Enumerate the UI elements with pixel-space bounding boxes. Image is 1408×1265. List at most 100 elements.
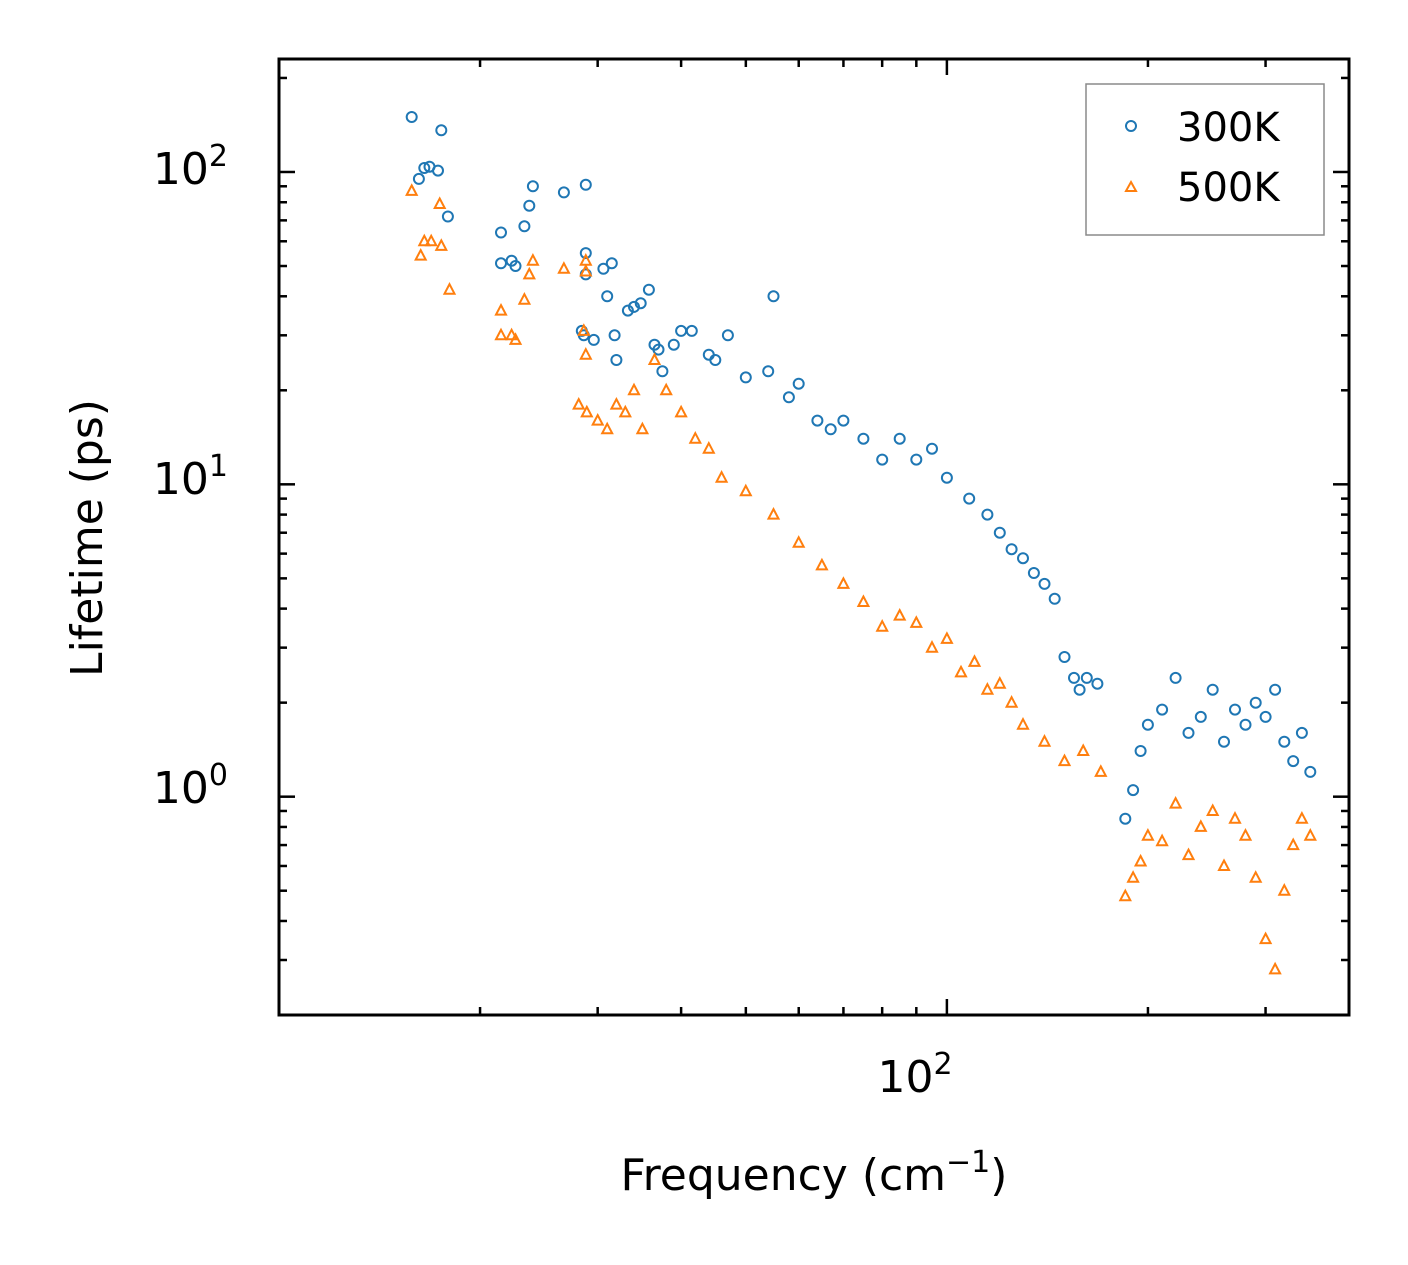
plot-frame: [277, 57, 1351, 1017]
data-point-300k: [721, 329, 734, 342]
data-point-300k: [557, 186, 570, 199]
data-point-500k: [967, 654, 982, 667]
data-point-300k: [993, 526, 1006, 539]
data-point-300k: [579, 247, 592, 260]
data-point-500k: [1094, 764, 1108, 777]
data-point-300k: [1287, 755, 1300, 768]
data-point-300k: [1182, 726, 1195, 739]
scatter-points: [405, 111, 1317, 975]
data-point-300k: [1091, 677, 1104, 690]
data-point-300k: [1249, 696, 1262, 709]
data-point-300k: [523, 199, 536, 212]
data-point-300k: [837, 414, 850, 427]
data-point-500k: [792, 535, 806, 548]
data-point-300k: [1156, 703, 1169, 716]
y-tick-label-1: 100: [153, 758, 228, 814]
data-point-300k: [526, 180, 539, 193]
data-point-300k: [418, 162, 431, 174]
data-point-500k: [1238, 828, 1253, 841]
data-point-500k: [714, 470, 729, 483]
data-point-500k: [1037, 734, 1052, 747]
data-point-500k: [557, 261, 571, 274]
data-point-500k: [405, 183, 419, 196]
data-point-300k: [610, 354, 623, 366]
data-point-500k: [417, 233, 431, 247]
data-point-300k: [1206, 683, 1219, 696]
data-point-300k: [782, 391, 795, 404]
x-axis-label: Frequency (cm−1): [621, 1145, 1008, 1201]
data-point-300k: [824, 423, 837, 436]
data-point-300k: [1269, 683, 1282, 696]
data-point-500k: [940, 631, 954, 644]
data-point-500k: [414, 247, 428, 261]
data-point-300k: [587, 333, 600, 346]
data-point-300k: [597, 262, 610, 275]
data-point-300k: [1169, 671, 1182, 684]
legend-marker-500k: [1124, 179, 1138, 192]
y-tick-label-10: 101: [153, 449, 228, 505]
data-point-300k: [1259, 710, 1272, 723]
data-point-500k: [739, 483, 753, 497]
data-point-300k: [685, 324, 698, 337]
data-point-500k: [1181, 847, 1196, 861]
data-point-300k: [579, 178, 592, 191]
data-point-500k: [1168, 795, 1183, 809]
series-300k: [405, 111, 1317, 825]
data-point-500k: [1016, 717, 1030, 730]
data-point-300k: [642, 283, 655, 296]
data-point-500k: [659, 382, 673, 396]
data-point-300k: [1218, 735, 1230, 748]
data-point-300k: [1005, 543, 1018, 556]
data-point-500k: [572, 396, 586, 410]
data-point-300k: [495, 226, 507, 239]
data-point-300k: [652, 343, 665, 356]
data-point-500k: [925, 640, 939, 653]
y-axis-label: Lifetime (ps): [62, 399, 113, 677]
data-point-500k: [1155, 833, 1169, 847]
data-point-500k: [600, 421, 614, 435]
data-point-500k: [1126, 870, 1140, 883]
axis-ticks: [277, 59, 1351, 1017]
data-point-500k: [688, 431, 702, 444]
data-point-300k: [1295, 726, 1308, 739]
data-point-500k: [954, 664, 968, 678]
data-point-500k: [1268, 961, 1282, 975]
data-point-500k: [909, 615, 923, 628]
legend: 300K 500K: [1085, 83, 1325, 236]
data-point-300k: [767, 290, 780, 303]
data-point-500k: [1004, 695, 1019, 708]
legend-box: [1085, 83, 1325, 236]
data-point-300k: [656, 365, 669, 378]
data-point-300k: [412, 172, 425, 185]
data-point-300k: [621, 304, 634, 317]
data-point-300k: [1073, 683, 1086, 696]
data-point-500k: [1194, 819, 1208, 832]
data-point-300k: [1068, 671, 1080, 684]
data-point-500k: [627, 382, 641, 396]
data-point-300k: [1304, 765, 1317, 778]
data-point-300k: [1119, 812, 1132, 825]
data-point-300k: [1229, 703, 1241, 716]
data-point-500k: [702, 441, 716, 454]
data-point-300k: [441, 210, 454, 223]
x-tick-label-100: 102: [877, 1047, 952, 1103]
y-tick-label-100: 102: [153, 139, 228, 195]
data-point-300k: [910, 453, 923, 466]
data-point-300k: [1080, 671, 1093, 684]
data-point-500k: [517, 292, 532, 305]
legend-marker-300k: [1125, 120, 1137, 132]
data-point-500k: [980, 682, 995, 695]
data-point-500k: [577, 323, 591, 336]
data-point-300k: [495, 257, 507, 270]
data-point-500k: [1133, 853, 1148, 867]
data-point-300k: [792, 377, 805, 390]
data-point-500k: [579, 347, 593, 360]
data-point-300k: [739, 371, 752, 384]
data-point-500k: [424, 233, 438, 247]
series-500k: [405, 183, 1317, 975]
data-point-500k: [1076, 743, 1090, 756]
data-point-500k: [674, 404, 688, 418]
data-point-300k: [876, 453, 889, 466]
data-point-300k: [981, 508, 994, 521]
